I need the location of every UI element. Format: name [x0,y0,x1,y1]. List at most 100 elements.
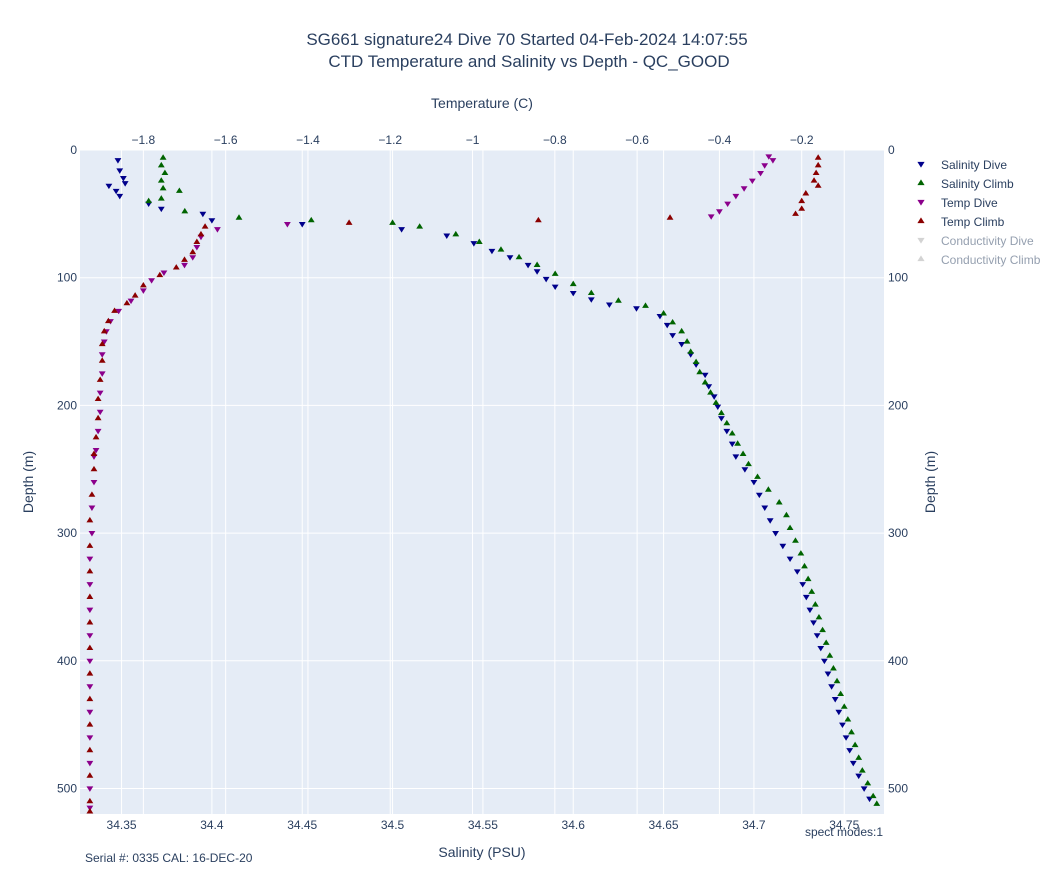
salinity-dive-point [116,168,124,174]
salinity-dive-point [849,760,857,767]
temp-dive-point [127,298,135,305]
salinity-climb-point [692,358,700,365]
temp-dive-point [115,308,123,315]
legend[interactable]: Salinity Dive Salinity Climb Temp Dive Temp… [917,158,1041,267]
salinity-climb-point [181,207,189,214]
salinity-climb-point [775,499,783,505]
salinity-climb-point [696,368,704,375]
salinity-tick-label: 34.35 [107,818,137,832]
temp-climb-point [86,619,94,625]
salinity-dive-point [298,222,306,228]
temp-climb-point [86,670,94,676]
temp-dive-point [716,209,723,215]
temp-dive-point [189,255,197,261]
temp-dive-point [88,505,96,511]
salinity-climb-point [642,302,649,308]
salinity-dive-point [855,773,863,780]
temp-dive-point [761,163,769,169]
salinity-dive-point [105,183,113,190]
temp-dive-point [139,288,147,294]
temp-dive-point [86,760,94,767]
temp-climb-point [172,264,180,270]
temp-climb-point [111,307,118,313]
temp-dive-point [214,227,221,233]
temperature-tick-label: −1.4 [296,133,320,147]
salinity-climb-point [687,348,695,354]
temp-climb-point [792,210,799,216]
temp-dive-point [86,633,94,639]
plot-background [80,150,884,814]
salinity-dive-point [633,306,640,312]
salinity-climb-point [848,728,855,735]
depth-tick-label-left: 100 [57,271,77,285]
depth-tick-label-left: 0 [70,143,77,157]
temp-dive-point [181,262,188,269]
serial-cal-note: Serial #: 0335 CAL: 16-DEC-20 [85,851,253,865]
chart-title: SG661 signature24 Dive 70 Started 04-Feb… [306,30,747,49]
salinity-dive-point [831,697,839,703]
salinity-climb-point [739,450,747,456]
temp-dive-point [769,158,777,164]
salinity-climb-point [844,716,852,722]
salinity-climb-point [615,297,622,303]
salinity-dive-point [551,284,559,291]
legend-marker-icon [917,217,925,224]
salinity-tick-label: 34.4 [200,818,224,832]
salinity-dive-point [860,786,868,792]
legend-label: Salinity Climb [941,177,1014,191]
x-axis-title: Salinity (PSU) [438,844,525,860]
temperature-tick-label: −1.8 [132,133,156,147]
salinity-dive-point [779,543,787,550]
salinity-climb-point [858,767,866,773]
salinity-climb-point [569,280,577,287]
legend-item-conductivity-climb[interactable]: Conductivity Climb [917,253,1041,267]
temp-dive-point [283,222,291,228]
salinity-dive-point [806,607,814,614]
temp-dive-point [86,786,94,792]
temp-climb-point [534,216,542,223]
salinity-tick-label: 34.6 [562,818,586,832]
legend-item-temp-climb[interactable]: Temp Climb [917,215,1005,229]
salinity-climb-point [235,214,243,220]
salinity-dive-point [741,467,749,473]
salinity-climb-point [804,575,812,582]
legend-marker-icon [917,199,925,206]
salinity-dive-point [488,248,496,255]
temp-dive-point [86,658,94,665]
depth-tick-label-right: 500 [888,781,908,795]
temp-climb-point [86,516,94,523]
temp-dive-point [88,531,96,537]
salinity-dive-point [114,158,122,164]
temp-climb-point [814,154,822,160]
legend-item-salinity-climb[interactable]: Salinity Climb [917,177,1014,191]
temp-climb-point [94,395,102,402]
temp-dive-point [86,556,94,563]
temp-climb-point [798,205,806,211]
temp-climb-point [201,223,209,229]
salinity-tick-label: 34.45 [287,818,317,832]
temp-climb-point [181,256,188,262]
temp-climb-point [86,808,94,814]
salinity-climb-point [159,154,167,160]
temperature-tick-label: −1.6 [214,133,238,147]
salinity-climb-point [851,741,859,748]
temperature-tick-label: −1.2 [378,133,402,147]
salinity-dive-point [828,684,836,690]
salinity-climb-point [587,289,595,296]
temp-dive-point [757,170,764,177]
legend-item-temp-dive[interactable]: Temp Dive [917,196,998,210]
salinity-dive-point [669,333,677,339]
salinity-climb-point [830,665,837,671]
temp-climb-point [98,340,106,347]
temp-dive-point [740,186,748,192]
legend-item-salinity-dive[interactable]: Salinity Dive [917,158,1007,172]
salinity-dive-point [772,531,779,537]
temp-climb-point [86,695,94,702]
legend-item-conductivity-dive[interactable]: Conductivity Dive [917,234,1034,248]
salinity-dive-point [569,290,577,297]
temp-climb-point [96,376,104,382]
salinity-climb-point [669,318,677,325]
salinity-climb-point [869,792,877,799]
temp-climb-point [86,746,94,753]
